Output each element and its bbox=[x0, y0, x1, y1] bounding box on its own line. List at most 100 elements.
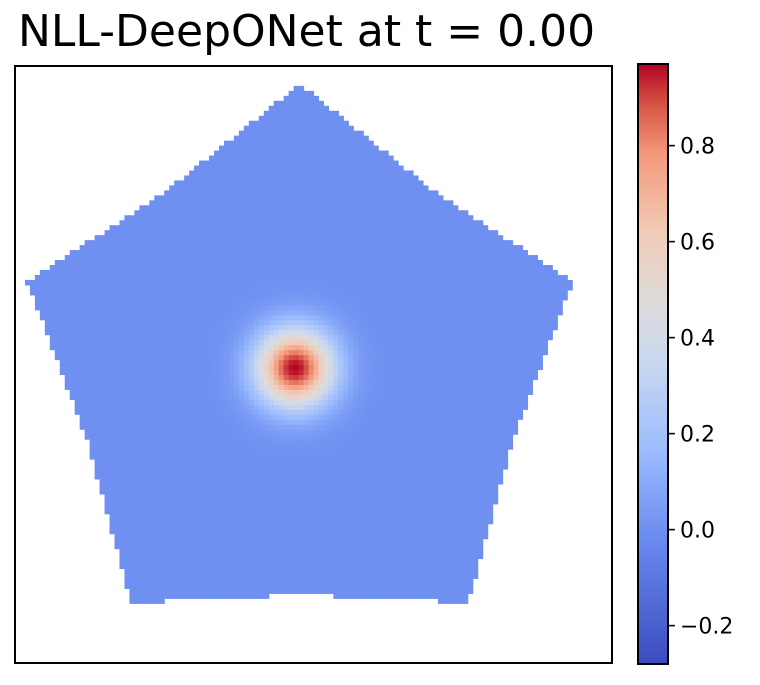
heatmap-cell bbox=[44, 324, 51, 331]
heatmap-cell bbox=[547, 324, 553, 331]
heatmap-cell bbox=[144, 503, 150, 510]
heatmap-cell bbox=[114, 354, 121, 361]
heatmap-cell bbox=[353, 339, 359, 346]
heatmap-cell bbox=[159, 598, 165, 604]
heatmap-cell bbox=[373, 588, 379, 594]
heatmap-cell bbox=[139, 339, 145, 346]
heatmap-cell bbox=[308, 468, 315, 475]
heatmap-cell bbox=[417, 518, 424, 525]
heatmap-cell bbox=[194, 578, 200, 584]
heatmap-cell bbox=[174, 444, 180, 450]
heatmap-cell bbox=[164, 369, 170, 376]
heatmap-cell bbox=[293, 309, 300, 316]
heatmap-cell bbox=[139, 508, 145, 515]
heatmap-cell bbox=[427, 384, 434, 390]
heatmap-cell bbox=[482, 518, 489, 525]
heatmap-cell bbox=[104, 498, 111, 505]
heatmap-cell bbox=[263, 468, 270, 475]
heatmap-cell bbox=[139, 364, 145, 371]
heatmap-cell bbox=[318, 478, 325, 485]
heatmap-cell bbox=[228, 523, 235, 530]
heatmap-cell bbox=[462, 533, 469, 540]
heatmap-cell bbox=[353, 314, 359, 321]
heatmap-cell bbox=[144, 364, 150, 371]
heatmap-cell bbox=[144, 578, 150, 584]
heatmap-cell bbox=[403, 464, 409, 470]
heatmap-cell bbox=[413, 309, 419, 316]
heatmap-cell bbox=[283, 488, 290, 495]
heatmap-cell bbox=[134, 493, 140, 500]
heatmap-cell bbox=[184, 309, 190, 316]
heatmap-cell bbox=[358, 349, 364, 356]
heatmap-cell bbox=[353, 568, 359, 575]
heatmap-cell bbox=[432, 464, 439, 470]
heatmap-cell bbox=[507, 334, 514, 341]
heatmap-cell bbox=[278, 429, 285, 435]
heatmap-cell bbox=[199, 424, 205, 430]
heatmap-cell bbox=[358, 478, 364, 485]
heatmap-cell bbox=[477, 454, 484, 460]
heatmap-cell bbox=[44, 319, 51, 326]
heatmap-cell bbox=[288, 404, 295, 410]
heatmap-cell bbox=[388, 429, 394, 435]
heatmap-cell bbox=[467, 344, 474, 351]
heatmap-cell bbox=[313, 409, 320, 415]
heatmap-cell bbox=[253, 478, 260, 485]
heatmap-cell bbox=[398, 518, 404, 525]
heatmap-cell bbox=[467, 394, 474, 400]
heatmap-cell bbox=[532, 314, 538, 321]
heatmap-cell bbox=[313, 309, 320, 316]
heatmap-cell bbox=[179, 449, 185, 455]
heatmap-cell bbox=[89, 344, 96, 351]
heatmap-cell bbox=[104, 344, 111, 351]
heatmap-cell bbox=[124, 558, 131, 565]
heatmap-cell bbox=[124, 414, 131, 420]
heatmap-cell bbox=[248, 593, 255, 599]
heatmap-cell bbox=[353, 429, 359, 435]
heatmap-cell bbox=[273, 374, 280, 381]
heatmap-cell bbox=[457, 344, 464, 351]
heatmap-cell bbox=[174, 459, 180, 465]
heatmap-cell bbox=[348, 374, 354, 381]
heatmap-cell bbox=[214, 533, 220, 540]
heatmap-cell bbox=[393, 349, 399, 356]
heatmap-cell bbox=[129, 563, 135, 570]
heatmap-cell bbox=[388, 473, 394, 480]
heatmap-cell bbox=[258, 523, 265, 530]
heatmap-cell bbox=[228, 444, 235, 450]
heatmap-cell bbox=[238, 319, 245, 326]
heatmap-cell bbox=[462, 359, 469, 366]
heatmap-cell bbox=[442, 414, 449, 420]
heatmap-cell bbox=[422, 384, 429, 390]
heatmap-cell bbox=[408, 483, 414, 490]
heatmap-cell bbox=[358, 359, 364, 366]
heatmap-cell bbox=[114, 334, 121, 341]
heatmap-cell bbox=[119, 449, 126, 455]
heatmap-cell bbox=[179, 513, 185, 520]
heatmap-cell bbox=[209, 459, 215, 465]
heatmap-cell bbox=[343, 533, 349, 540]
heatmap-cell bbox=[368, 429, 374, 435]
heatmap-cell bbox=[497, 319, 504, 326]
heatmap-cell bbox=[184, 503, 190, 510]
heatmap-cell bbox=[94, 319, 101, 326]
heatmap-cell bbox=[398, 454, 404, 460]
heatmap-cell bbox=[293, 384, 300, 390]
heatmap-cell bbox=[293, 324, 300, 331]
heatmap-cell bbox=[442, 454, 449, 460]
heatmap-cell bbox=[149, 424, 155, 430]
heatmap-cell bbox=[129, 538, 135, 545]
heatmap-cell bbox=[343, 543, 349, 550]
heatmap-cell bbox=[328, 558, 334, 565]
heatmap-cell bbox=[452, 588, 459, 594]
heatmap-cell bbox=[283, 513, 290, 520]
heatmap-cell bbox=[432, 419, 439, 425]
heatmap-cell bbox=[313, 508, 320, 515]
heatmap-cell bbox=[442, 349, 449, 356]
heatmap-cell bbox=[472, 563, 479, 570]
heatmap-cell bbox=[308, 563, 315, 570]
heatmap-cell bbox=[278, 394, 285, 400]
heatmap-cell bbox=[119, 488, 126, 495]
heatmap-cell bbox=[383, 344, 389, 351]
heatmap-cell bbox=[378, 409, 384, 415]
